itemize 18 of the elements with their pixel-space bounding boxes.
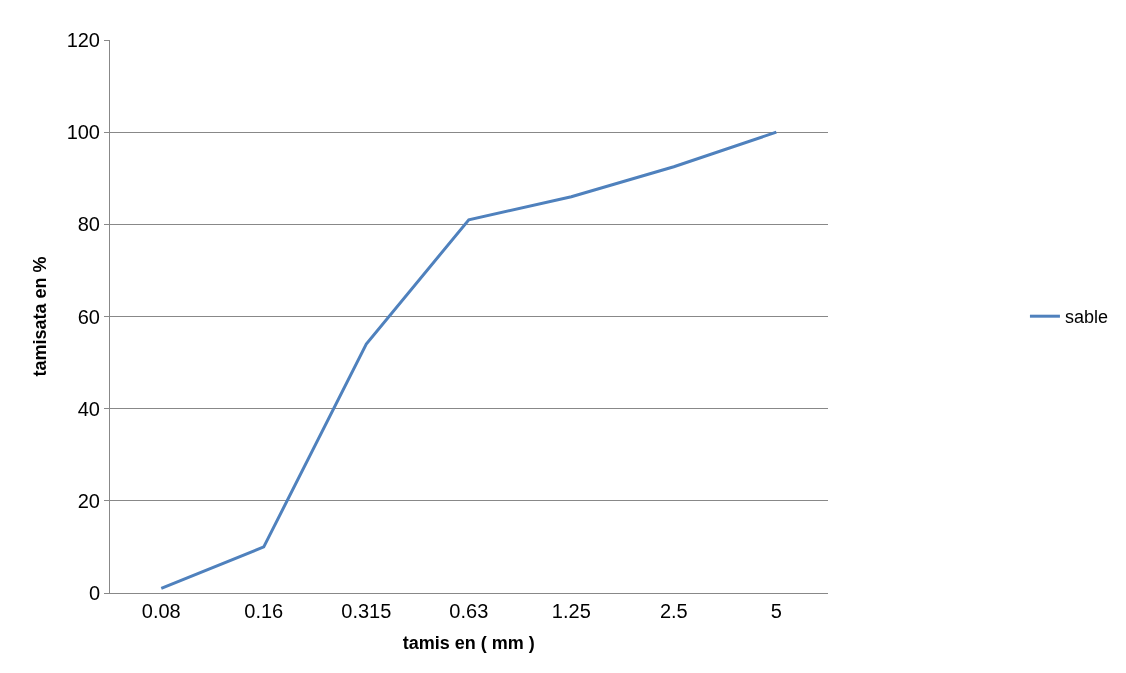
y-tick-label: 20 (77, 489, 100, 512)
x-tick-label: 0.63 (449, 600, 489, 622)
y-tick-label: 40 (77, 397, 100, 420)
y-tick-label: 80 (77, 213, 100, 236)
y-axis-title: tamisata en % (29, 256, 50, 377)
x-tick-label: 0.315 (341, 600, 392, 622)
legend-label: sable (1064, 307, 1108, 328)
x-tick-label: 0.16 (244, 600, 284, 622)
x-tick-label: 0.08 (141, 600, 181, 622)
y-tick-label: 100 (66, 121, 100, 144)
x-axis-title: tamis en ( mm ) (402, 633, 535, 654)
x-tick-label: 5 (770, 600, 782, 622)
y-tick-label: 0 (88, 582, 100, 604)
y-tick-label: 120 (66, 29, 100, 51)
x-tick-label: 1.25 (551, 600, 591, 622)
x-tick-label: 2.5 (659, 600, 688, 622)
y-tick-label: 60 (77, 305, 100, 328)
line-series (159, 130, 778, 590)
